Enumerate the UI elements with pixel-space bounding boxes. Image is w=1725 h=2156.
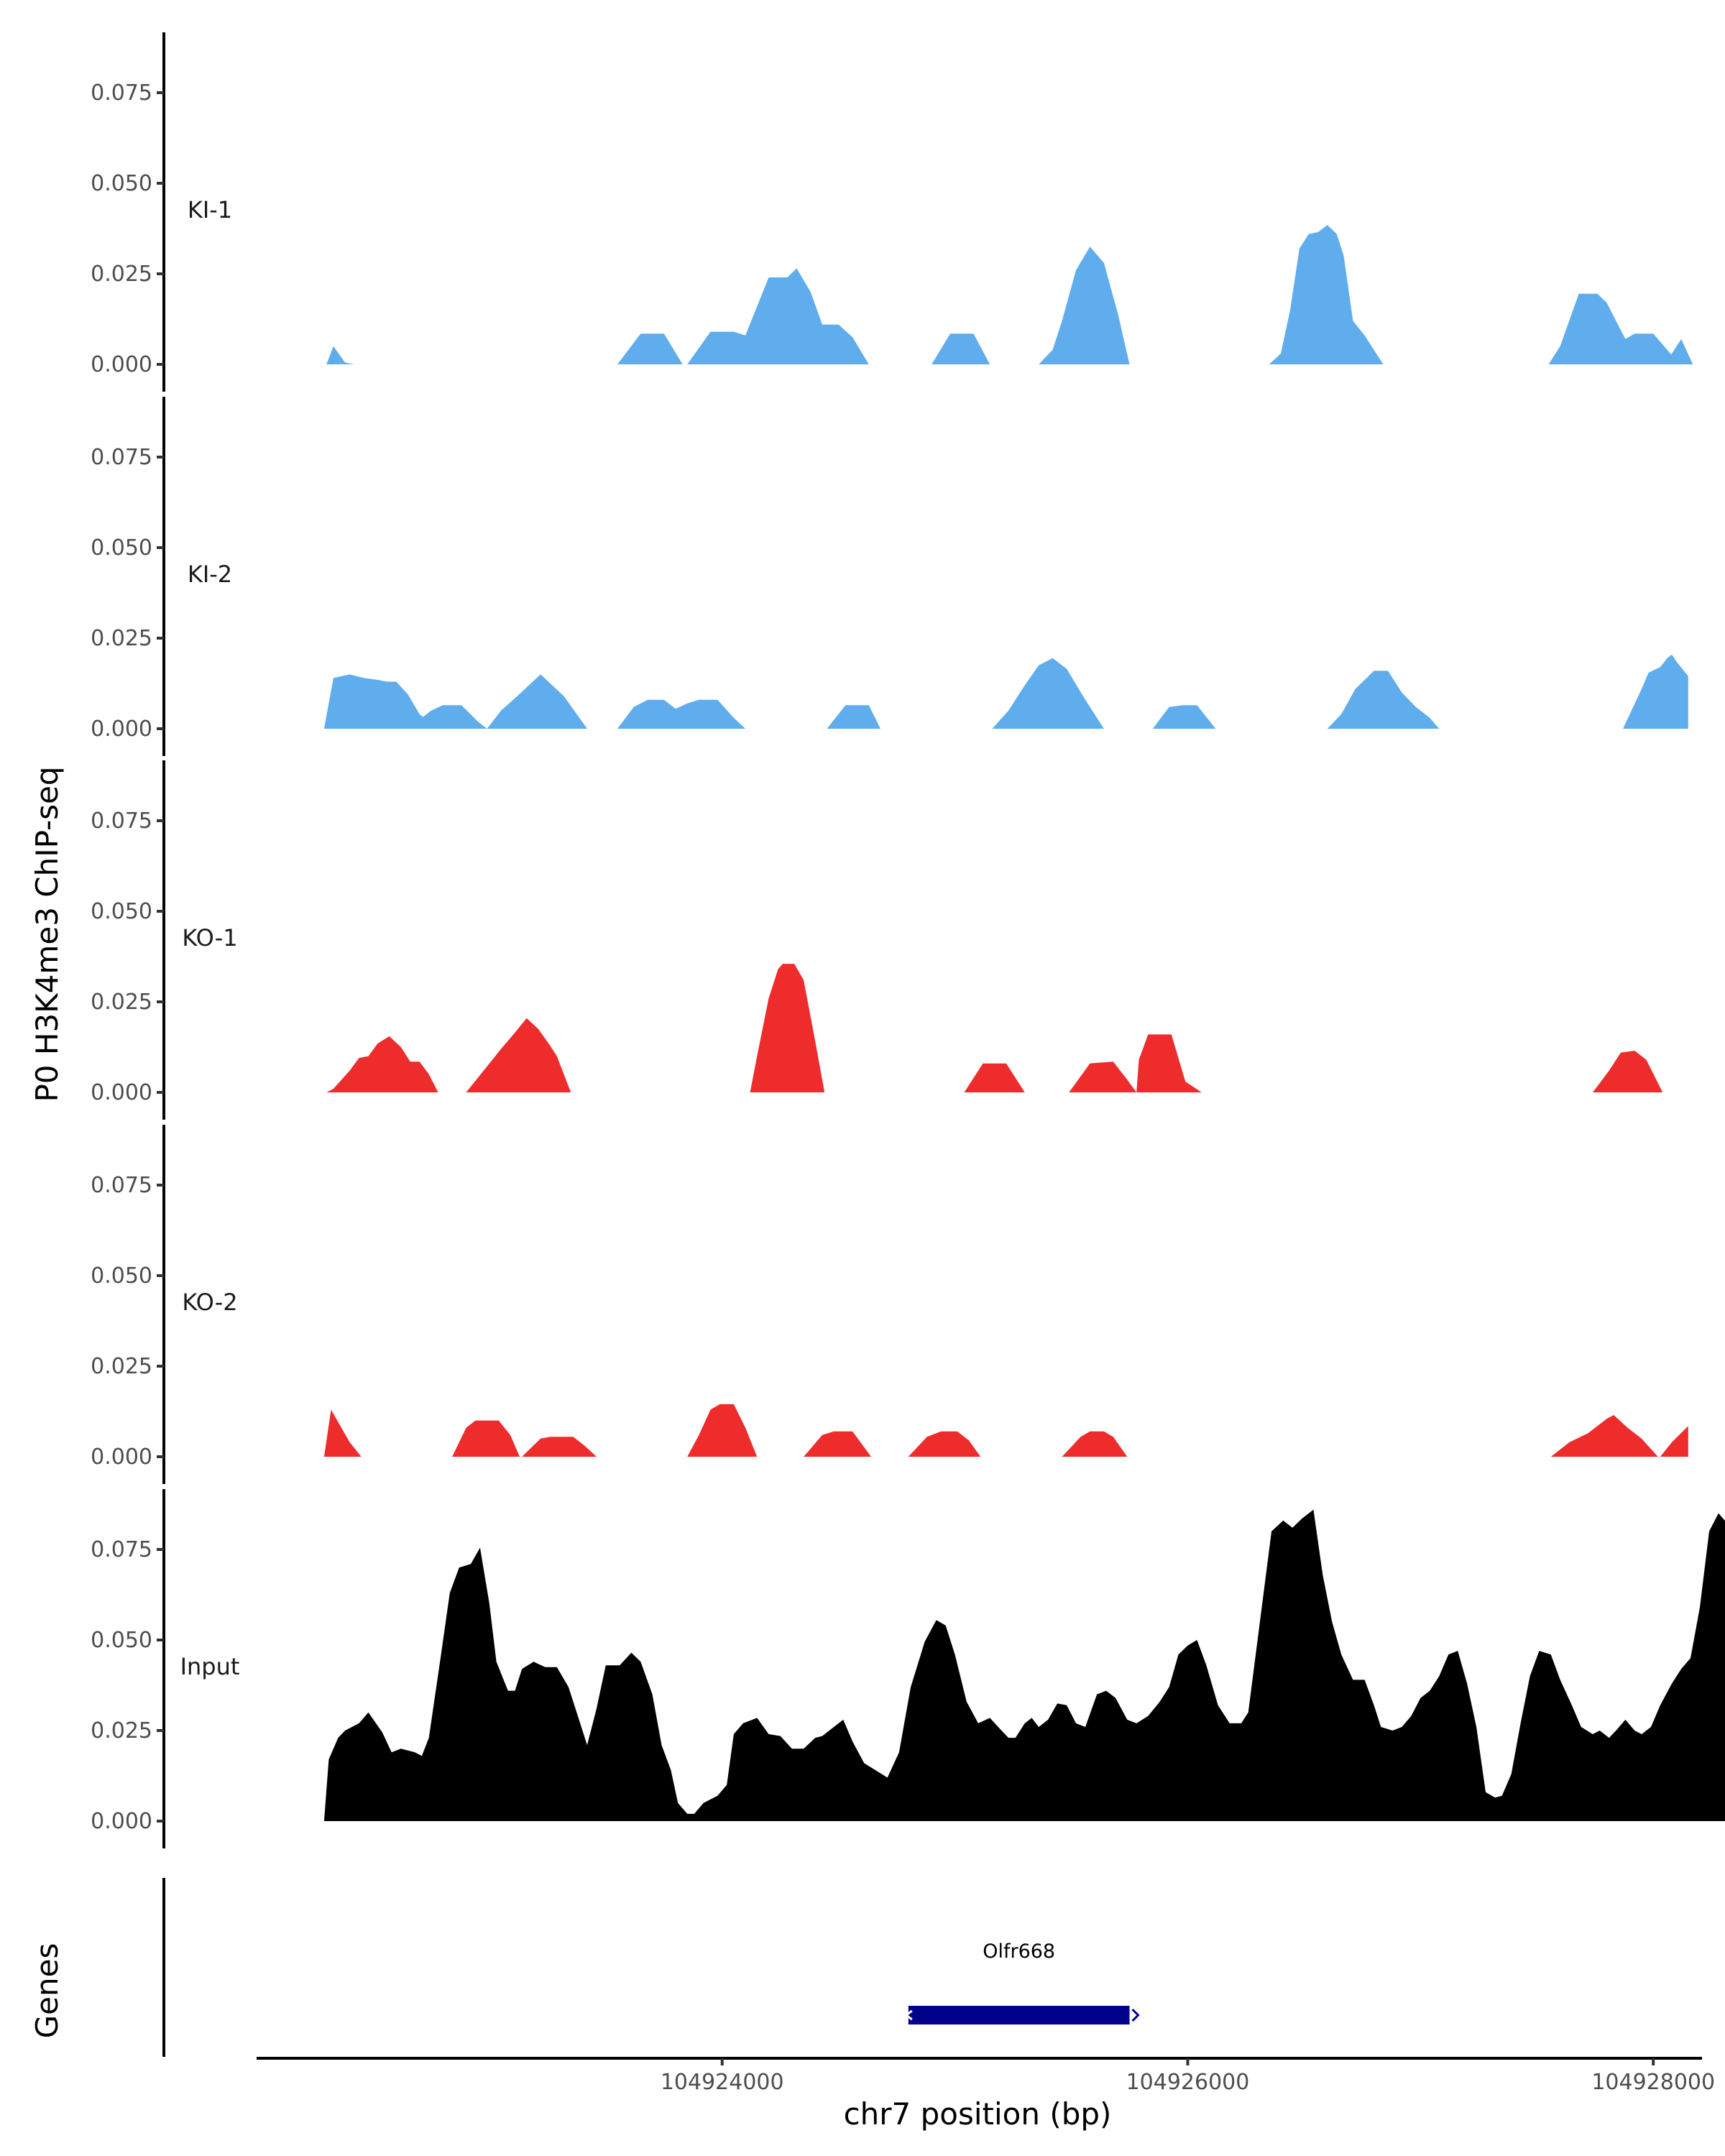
y-tick-label: 0.000 xyxy=(91,352,152,377)
y-tick-label: 0.075 xyxy=(91,80,152,106)
track-panels: 0.0000.0250.0500.075KI-10.0000.0250.0500… xyxy=(91,32,1725,1848)
signal-area-ki-1 xyxy=(617,333,683,364)
gene-label: Olfr668 xyxy=(983,1940,1055,1963)
signal-area-ko-1 xyxy=(1069,1034,1202,1092)
signal-area-ki-2 xyxy=(827,705,880,729)
signal-area-ki-1 xyxy=(1269,225,1384,364)
panel-label: KI-2 xyxy=(188,561,232,588)
y-tick-label: 0.075 xyxy=(91,1173,152,1198)
signal-area-ko-1 xyxy=(750,964,825,1092)
signal-area-ko-2 xyxy=(908,1431,981,1457)
signal-area-ko-1 xyxy=(466,1018,571,1092)
panel-label: KI-1 xyxy=(188,196,232,224)
signal-area-ki-2 xyxy=(1327,671,1440,729)
panel-label: KO-2 xyxy=(182,1289,237,1316)
signal-area-ki-2 xyxy=(1152,705,1216,729)
signal-area-ki-2 xyxy=(617,699,746,729)
x-axis-title: chr7 position (bp) xyxy=(844,2096,1112,2132)
x-tick-label: 104926000 xyxy=(1126,2070,1250,2095)
signal-area-ki-2 xyxy=(487,674,587,729)
x-tick-label: 104928000 xyxy=(1591,2070,1715,2095)
signal-area-ki-2 xyxy=(1623,654,1688,729)
panel-ko-1: 0.000 0.025 0.050 0.075 KO-1 xyxy=(91,760,1663,1120)
panel-ki-2: 0.000 0.025 0.050 0.075 KI-2 xyxy=(91,397,1688,756)
y-tick-label: 0.025 xyxy=(91,1354,152,1379)
panel-ko-2: 0.000 0.025 0.050 0.075 KO-2 xyxy=(91,1125,1688,1484)
y-tick-label: 0.025 xyxy=(91,626,152,651)
signal-area-ko-2 xyxy=(1062,1431,1128,1457)
signal-area-ko-2 xyxy=(452,1420,520,1457)
signal-area-ko-1 xyxy=(1593,1051,1663,1092)
gene-body xyxy=(908,2006,1130,2024)
signal-area-ki-1 xyxy=(1039,247,1130,364)
y-axis-title: P0 H3K4me3 ChIP-seq xyxy=(29,766,65,1102)
signal-area-ko-2 xyxy=(323,1409,362,1457)
signal-area-ko-2 xyxy=(687,1404,758,1457)
y-tick-label: 0.050 xyxy=(91,899,152,924)
y-tick-label: 0.000 xyxy=(91,717,152,742)
y-tick-label: 0.000 xyxy=(91,1445,152,1470)
signal-area-ki-1 xyxy=(1665,338,1693,364)
signal-area-ko-2 xyxy=(522,1437,597,1457)
y-tick-label: 0.050 xyxy=(91,1263,152,1289)
y-tick-label: 0.050 xyxy=(91,171,152,196)
genes-axis-title: Genes xyxy=(29,1943,65,2039)
signal-area-ko-2 xyxy=(1550,1415,1688,1457)
strand-arrow-icon xyxy=(904,2009,913,2021)
panel-label: KO-1 xyxy=(182,924,237,952)
signal-area-ki-1 xyxy=(687,268,869,364)
x-axis: 104924000 104926000 104928000 xyxy=(257,2057,1715,2095)
signal-area-ko-1 xyxy=(326,1036,438,1092)
panel-label: Input xyxy=(180,1653,240,1680)
y-tick-label: 0.075 xyxy=(91,445,152,470)
signal-area-ki-2 xyxy=(992,658,1104,729)
y-tick-label: 0.050 xyxy=(91,1628,152,1653)
y-tick-label: 0.025 xyxy=(91,1718,152,1743)
y-tick-label: 0.025 xyxy=(91,990,152,1015)
panel-ki-1: 0.000 0.025 0.050 0.075 KI-1 xyxy=(91,32,1693,392)
signal-area-ki-1 xyxy=(1548,293,1677,364)
gene-panel: Olfr668 xyxy=(162,1878,1140,2057)
y-tick-label: 0.075 xyxy=(91,1537,152,1562)
y-tick-label: 0.025 xyxy=(91,262,152,287)
signal-area-ki-1 xyxy=(932,333,990,364)
signal-area-ki-2 xyxy=(408,705,487,729)
x-tick-label: 104924000 xyxy=(661,2070,784,2095)
signal-area-ko-2 xyxy=(804,1431,871,1457)
y-tick-label: 0.075 xyxy=(91,808,152,834)
signal-area-ki-2 xyxy=(323,674,436,729)
signal-area-ko-1 xyxy=(964,1063,1025,1092)
y-tick-label: 0.050 xyxy=(91,535,152,561)
panel-input: 0.000 0.025 0.050 0.075 Input xyxy=(91,1489,1725,1848)
gene-end-icon xyxy=(1131,2008,1140,2022)
signal-area-ki-1 xyxy=(326,346,354,364)
y-tick-label: 0.000 xyxy=(91,1080,152,1105)
y-tick-label: 0.000 xyxy=(91,1809,152,1834)
signal-area-input xyxy=(323,1509,1725,1821)
